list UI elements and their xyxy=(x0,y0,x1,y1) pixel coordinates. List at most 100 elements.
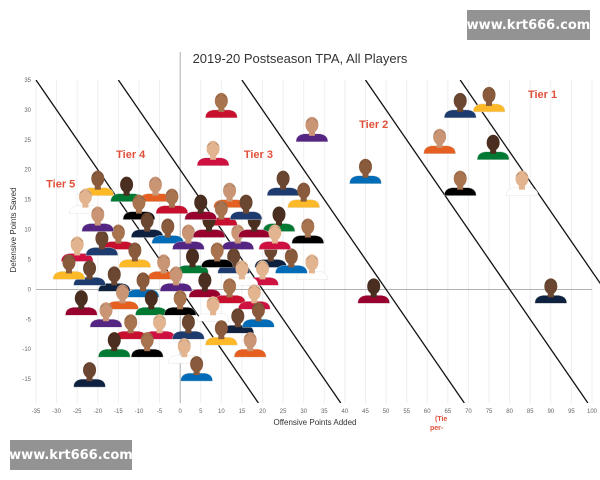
player-head xyxy=(128,242,142,259)
x-tick-label: 30 xyxy=(300,409,307,415)
player-neck xyxy=(218,334,225,340)
x-tick-label: 85 xyxy=(527,409,534,415)
y-tick-label: 35 xyxy=(24,78,31,84)
player-point xyxy=(135,290,168,316)
player-jersey xyxy=(118,259,152,268)
player-head xyxy=(140,212,154,229)
player-head xyxy=(515,170,529,187)
player-point xyxy=(196,296,230,322)
player-neck xyxy=(218,106,225,112)
player-jersey xyxy=(163,307,197,316)
player-head xyxy=(194,194,208,211)
player-point xyxy=(225,260,259,286)
player-point xyxy=(213,278,246,304)
player-hair xyxy=(120,178,134,183)
player-jersey xyxy=(423,145,456,154)
player-point xyxy=(89,302,123,328)
player-jersey xyxy=(89,319,123,328)
player-head xyxy=(74,290,88,307)
player-jersey xyxy=(205,109,238,119)
player-hair xyxy=(433,130,447,135)
player-head xyxy=(132,194,146,211)
player-hair xyxy=(111,226,125,231)
player-hair xyxy=(91,172,105,177)
y-tick-label: 15 xyxy=(24,198,31,204)
player-point xyxy=(275,248,308,274)
player-neck xyxy=(135,208,142,214)
player-neck xyxy=(304,232,311,238)
player-hair xyxy=(136,274,150,279)
player-neck xyxy=(457,184,464,190)
player-point xyxy=(159,266,193,292)
player-point xyxy=(163,290,197,316)
player-head xyxy=(276,170,290,187)
player-head xyxy=(239,194,253,211)
player-point xyxy=(205,92,238,119)
player-head xyxy=(169,266,183,283)
player-hair xyxy=(227,250,241,255)
player-hair xyxy=(107,268,121,273)
player-head xyxy=(95,230,109,247)
player-head xyxy=(214,200,228,217)
player-jersey xyxy=(52,271,86,280)
player-neck xyxy=(457,106,464,112)
player-neck xyxy=(238,274,245,280)
player-hair xyxy=(78,190,92,195)
player-point xyxy=(472,86,506,113)
player-hair xyxy=(256,262,270,267)
x-tick-label: 75 xyxy=(486,409,493,415)
player-head xyxy=(367,278,381,295)
x-tick-label: 5 xyxy=(199,409,203,415)
player-point xyxy=(295,254,329,280)
tier-boundary-line xyxy=(241,80,465,403)
player-head xyxy=(99,302,113,319)
player-neck xyxy=(210,310,217,316)
player-neck xyxy=(156,328,163,334)
player-neck xyxy=(234,322,241,328)
y-tick-label: 20 xyxy=(24,168,31,174)
player-neck xyxy=(255,316,262,322)
player-hair xyxy=(305,256,319,261)
player-head xyxy=(190,356,204,373)
player-neck xyxy=(111,280,118,286)
player-neck xyxy=(152,190,159,196)
tier-labels: Tier 1 Tier 2 Tier 3 Tier 4 Tier 5 xyxy=(46,89,557,191)
player-head xyxy=(111,224,125,241)
player-head xyxy=(107,332,121,349)
player-neck xyxy=(103,316,110,322)
player-hair xyxy=(83,364,97,369)
player-neck xyxy=(490,148,497,154)
player-neck xyxy=(177,304,184,310)
player-hair xyxy=(140,214,154,219)
player-point xyxy=(229,194,263,220)
player-hair xyxy=(301,220,315,225)
player-point xyxy=(349,158,382,184)
player-head xyxy=(140,332,154,349)
player-point xyxy=(258,224,292,250)
player-head xyxy=(227,248,241,265)
player-neck xyxy=(234,238,241,244)
x-tick-label: 35 xyxy=(321,409,328,415)
player-head xyxy=(148,176,162,193)
y-tick-label: -5 xyxy=(26,317,32,323)
player-neck xyxy=(82,202,89,208)
player-head xyxy=(120,176,134,193)
x-tick-label: -25 xyxy=(73,409,82,415)
player-neck xyxy=(78,304,85,310)
player-point xyxy=(130,212,164,238)
player-point xyxy=(172,224,205,250)
player-hair xyxy=(544,280,558,285)
x-tick-label: 0 xyxy=(178,409,182,415)
player-jersey xyxy=(172,331,205,340)
y-axis-label: Defensive Points Saved xyxy=(9,188,18,273)
player-head xyxy=(161,218,175,235)
player-neck xyxy=(148,304,155,310)
player-neck xyxy=(370,292,377,298)
player-neck xyxy=(164,232,171,238)
player-jersey xyxy=(65,307,98,316)
player-neck xyxy=(189,262,196,268)
player-neck xyxy=(131,256,138,262)
player-head xyxy=(181,314,195,331)
player-hair xyxy=(169,268,183,273)
player-hair xyxy=(194,196,208,201)
